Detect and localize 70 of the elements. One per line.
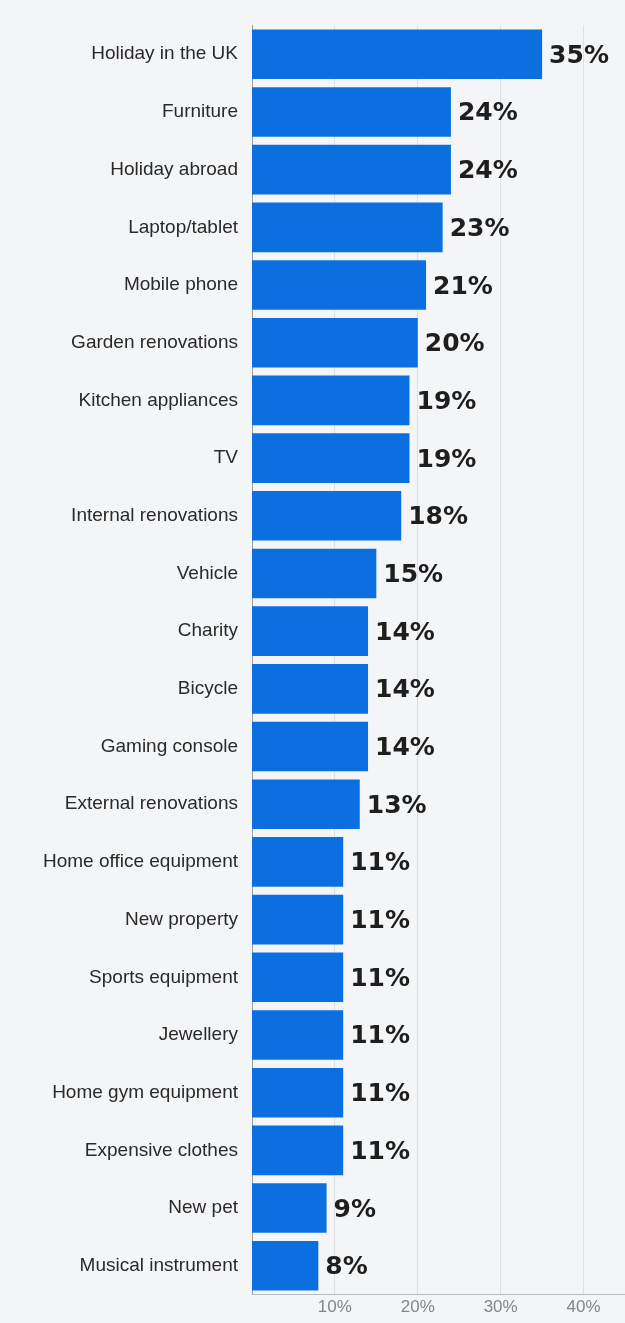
bar <box>252 664 369 714</box>
y-tick-label: Home gym equipment <box>52 1080 239 1102</box>
y-tick-label: Mobile phone <box>123 273 238 295</box>
y-tick-label: Kitchen appliances <box>78 388 238 410</box>
bar <box>252 490 402 541</box>
y-tick-label: Laptop/tablet <box>128 215 239 237</box>
bar <box>252 144 451 195</box>
y-tick-label: Gaming console <box>100 734 238 756</box>
y-tick-label: Furniture <box>161 100 238 122</box>
bar <box>252 260 427 310</box>
y-tick-label: TV <box>213 446 239 468</box>
bar <box>252 87 451 137</box>
y-tick-label: New pet <box>168 1196 239 1218</box>
data-label: 19% <box>416 443 477 473</box>
y-tick-label: Holiday abroad <box>110 157 238 179</box>
bar <box>252 1010 344 1060</box>
y-tick-label: Internal renovations <box>71 504 238 526</box>
y-tick-label: Charity <box>177 619 239 641</box>
bar <box>252 779 360 830</box>
data-label: 15% <box>383 558 444 588</box>
bar <box>252 317 418 368</box>
data-label: 20% <box>424 328 485 358</box>
data-label: 14% <box>375 732 435 762</box>
data-label: 14% <box>375 674 435 704</box>
y-tick-label: External renovations <box>64 792 238 814</box>
data-label: 11% <box>350 847 411 877</box>
data-label: 8% <box>325 1251 368 1281</box>
data-label: 18% <box>408 501 469 531</box>
data-label: 19% <box>416 385 477 415</box>
x-tick-label: 40% <box>566 1297 601 1317</box>
x-tick-label: 20% <box>400 1297 435 1317</box>
y-tick-label: Home office equipment <box>42 850 239 872</box>
bar <box>252 1067 344 1118</box>
bar <box>252 1240 319 1291</box>
y-tick-label: Holiday in the UK <box>91 42 239 64</box>
bar <box>252 375 410 426</box>
bar <box>252 29 543 80</box>
data-label: 11% <box>350 1078 411 1108</box>
data-label: 11% <box>350 1135 411 1165</box>
x-tick-label: 10% <box>317 1297 352 1317</box>
bar <box>252 837 344 887</box>
x-tick-label: 30% <box>483 1297 518 1317</box>
data-label: 24% <box>457 97 518 127</box>
bar <box>252 606 369 656</box>
y-tick-label: Bicycle <box>177 677 238 699</box>
bar <box>252 894 344 945</box>
y-tick-label: Vehicle <box>176 561 238 583</box>
y-tick-label: Musical instrument <box>79 1253 239 1275</box>
y-tick-label: Jewellery <box>158 1023 239 1045</box>
data-label: 11% <box>350 905 411 935</box>
y-tick-label: Expensive clothes <box>84 1138 238 1160</box>
data-label: 11% <box>350 1020 411 1050</box>
bar <box>252 202 443 253</box>
bar <box>252 548 377 599</box>
data-label: 21% <box>433 270 493 300</box>
data-label: 9% <box>333 1193 377 1223</box>
data-label: 13% <box>366 789 427 819</box>
bar <box>252 952 344 1003</box>
data-label: 23% <box>449 212 510 242</box>
data-label: 35% <box>549 39 609 69</box>
y-tick-label: Garden renovations <box>71 330 238 352</box>
bar <box>252 1125 344 1176</box>
y-tick-label: New property <box>125 907 239 929</box>
bar <box>252 721 369 772</box>
bar <box>252 1183 327 1233</box>
y-tick-label: Sports equipment <box>89 965 239 987</box>
data-label: 11% <box>350 962 411 992</box>
data-label: 24% <box>457 155 518 185</box>
bar <box>252 433 410 483</box>
data-label: 14% <box>375 616 435 646</box>
